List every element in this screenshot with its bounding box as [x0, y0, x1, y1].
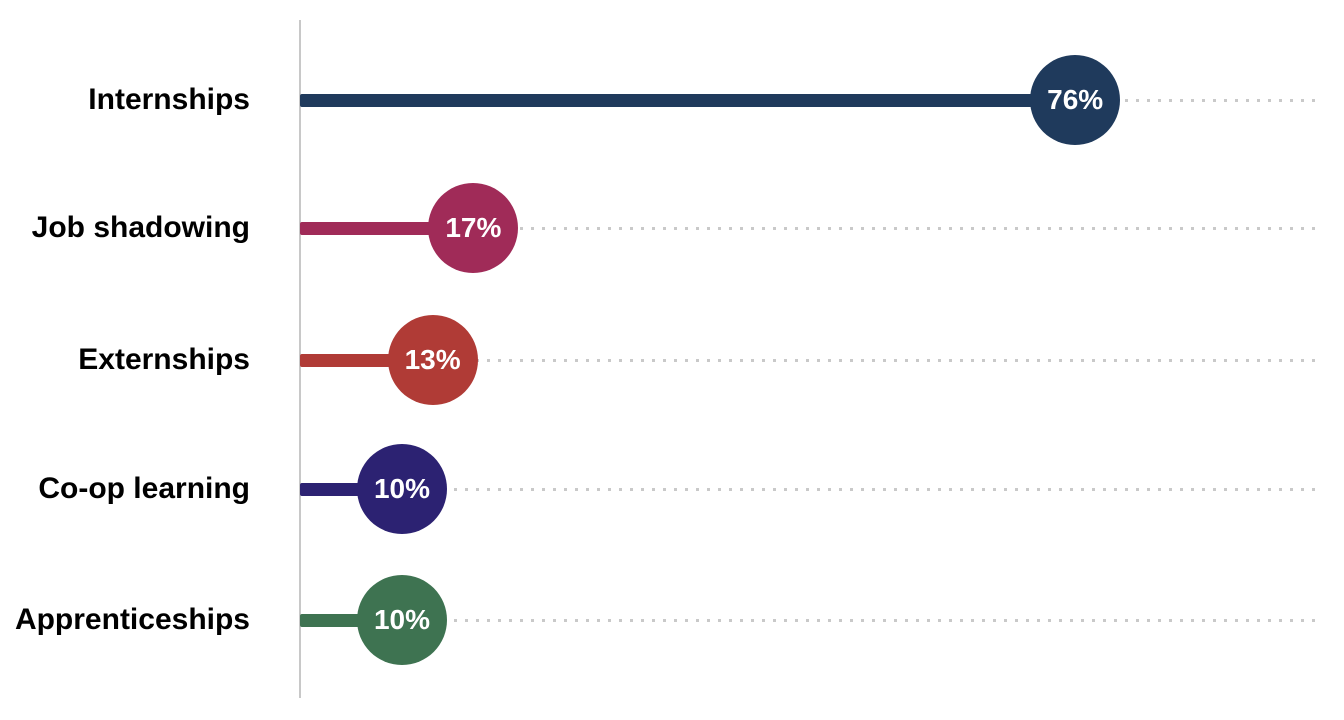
lollipop-bubble: 10% — [357, 575, 447, 665]
category-label: Apprenticeships — [14, 603, 250, 636]
lollipop-bubble: 76% — [1030, 55, 1121, 145]
row-dot-leader — [300, 358, 1322, 362]
row-dot-leader — [300, 487, 1322, 491]
category-label: Externships — [78, 343, 250, 376]
lollipop-bubble: 13% — [387, 315, 478, 405]
category-label: Co-op learning — [38, 472, 250, 505]
row-dot-leader — [300, 618, 1322, 622]
value-label: 13% — [404, 344, 461, 375]
row-dot-leader — [300, 226, 1322, 230]
value-label: 10% — [373, 604, 431, 635]
lollipop-bubble: 10% — [357, 444, 447, 534]
lollipop-bubble: 17% — [428, 183, 519, 273]
value-label: 76% — [1047, 84, 1104, 115]
category-label: Job shadowing — [31, 211, 250, 244]
category-label: Internships — [88, 83, 250, 116]
value-label: 17% — [445, 212, 502, 243]
value-label: 10% — [373, 473, 431, 504]
lollipop-stick — [300, 93, 1076, 107]
